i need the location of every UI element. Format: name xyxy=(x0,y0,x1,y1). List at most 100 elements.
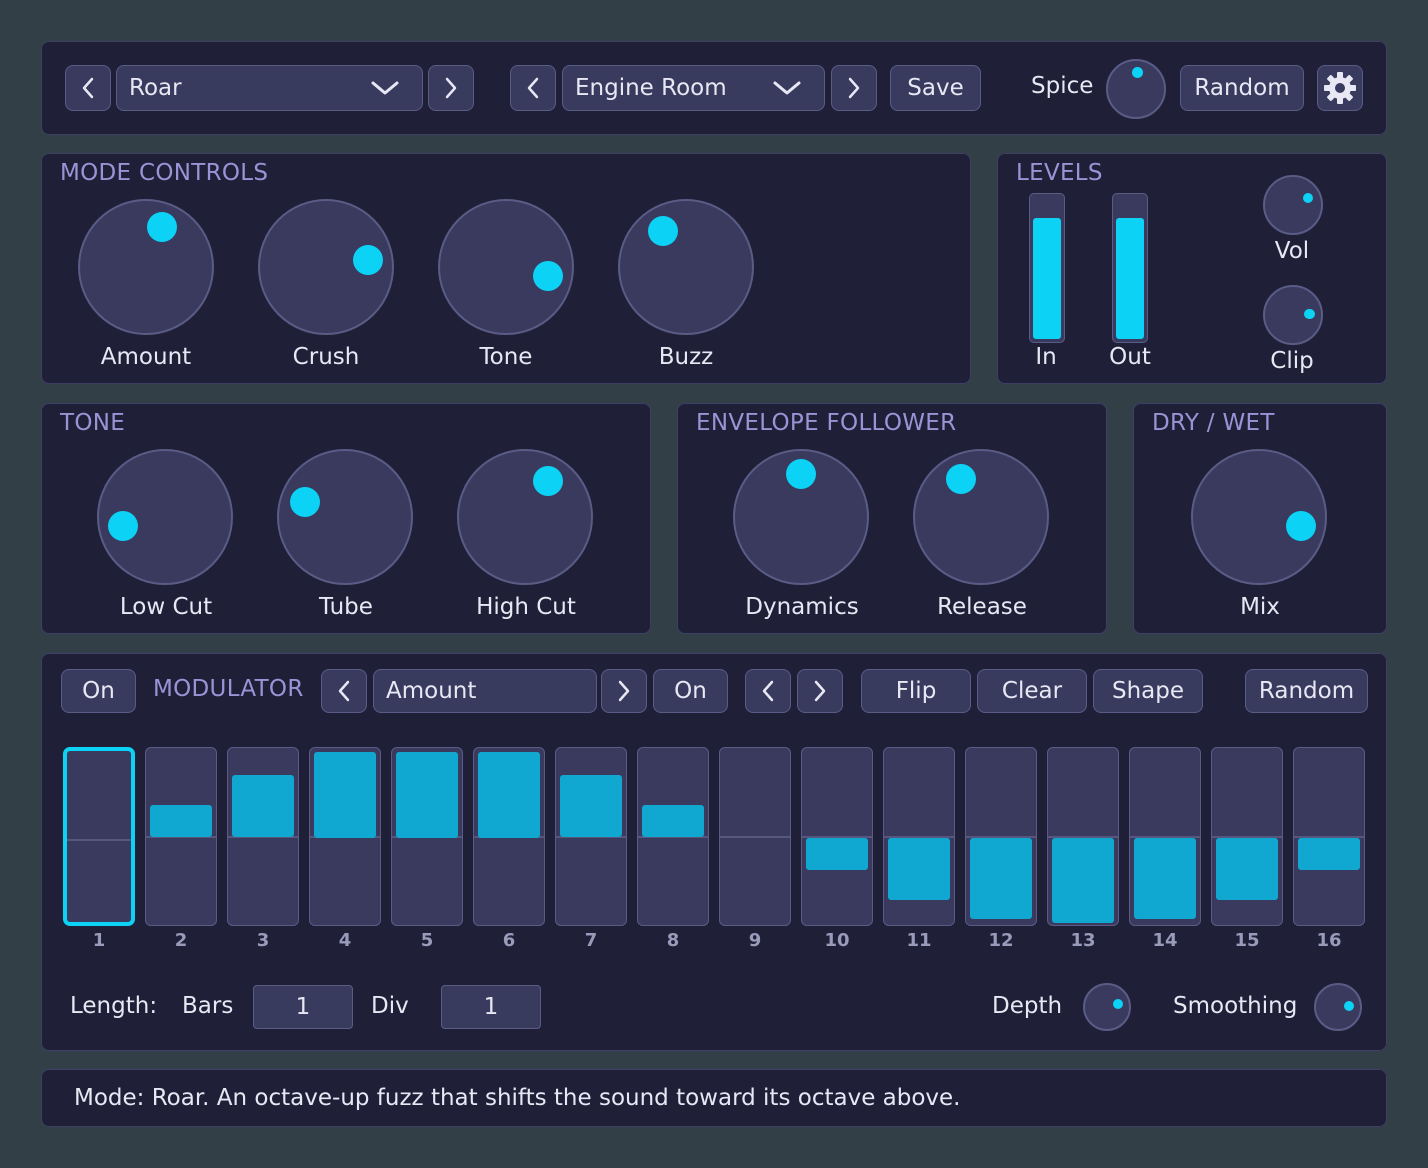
preset-prev-button[interactable] xyxy=(510,65,556,111)
release-knob[interactable] xyxy=(913,449,1049,585)
settings-button[interactable] xyxy=(1317,65,1363,111)
high-cut-label: High Cut xyxy=(476,594,576,620)
tube-knob[interactable] xyxy=(277,449,413,585)
knob-indicator xyxy=(647,215,678,246)
clip-knob[interactable] xyxy=(1263,285,1323,345)
buzz-label: Buzz xyxy=(658,344,714,370)
step-slider-13[interactable] xyxy=(1047,747,1119,926)
chevron-left-icon xyxy=(82,77,94,99)
target-prev-button[interactable] xyxy=(321,669,367,713)
modulator-title: MODULATOR xyxy=(153,676,304,702)
envelope-follower-title: ENVELOPE FOLLOWER xyxy=(696,410,957,436)
target-on-button[interactable]: On xyxy=(653,669,728,713)
low-cut-knob[interactable] xyxy=(97,449,233,585)
input-meter-label: In xyxy=(1035,344,1057,370)
step-number: 7 xyxy=(584,930,598,951)
step-slider-6[interactable] xyxy=(473,747,545,926)
low-cut-label: Low Cut xyxy=(119,594,213,620)
step-slider-15[interactable] xyxy=(1211,747,1283,926)
mode-controls-title: MODE CONTROLS xyxy=(60,160,269,186)
bars-input[interactable]: 1 xyxy=(253,985,353,1029)
chevron-left-icon xyxy=(762,680,774,702)
length-label: Length: xyxy=(70,993,158,1019)
step-bar xyxy=(232,775,294,838)
step-slider-10[interactable] xyxy=(801,747,873,926)
step-slider-3[interactable] xyxy=(227,747,299,926)
amount-knob[interactable] xyxy=(78,199,214,335)
save-button[interactable]: Save xyxy=(890,65,981,111)
knob-indicator xyxy=(1304,308,1315,320)
bars-label: Bars xyxy=(182,993,234,1019)
step-slider-12[interactable] xyxy=(965,747,1037,926)
knob-indicator xyxy=(533,465,564,496)
gear-icon xyxy=(1324,72,1356,104)
pattern-prev-button[interactable] xyxy=(745,669,791,713)
modulation-target-dropdown[interactable]: Amount xyxy=(373,669,597,713)
step-center-line xyxy=(802,836,872,838)
smoothing-knob[interactable] xyxy=(1314,983,1362,1031)
tube-label: Tube xyxy=(319,594,373,620)
step-slider-9[interactable] xyxy=(719,747,791,926)
step-bar xyxy=(970,837,1032,919)
output-level-meter xyxy=(1112,193,1148,343)
step-bar xyxy=(888,837,950,900)
input-level-fill xyxy=(1033,218,1061,339)
preset-dropdown-value: Engine Room xyxy=(575,75,727,101)
step-slider-14[interactable] xyxy=(1129,747,1201,926)
mix-label: Mix xyxy=(1240,594,1280,620)
pattern-next-button[interactable] xyxy=(797,669,843,713)
step-bar xyxy=(560,775,622,838)
random-pattern-button[interactable]: Random xyxy=(1245,669,1368,713)
knob-indicator xyxy=(1343,1001,1354,1012)
mix-knob[interactable] xyxy=(1191,449,1327,585)
spice-knob[interactable] xyxy=(1106,59,1166,119)
chevron-left-icon xyxy=(527,77,539,99)
flip-button[interactable]: Flip xyxy=(861,669,971,713)
step-number: 6 xyxy=(502,930,516,951)
buzz-knob[interactable] xyxy=(618,199,754,335)
mode-dropdown[interactable]: Roar xyxy=(116,65,423,111)
step-slider-8[interactable] xyxy=(637,747,709,926)
mode-next-button[interactable] xyxy=(428,65,474,111)
random-preset-button[interactable]: Random xyxy=(1180,65,1304,111)
preset-dropdown[interactable]: Engine Room xyxy=(562,65,825,111)
dynamics-knob[interactable] xyxy=(733,449,869,585)
knob-indicator xyxy=(532,261,563,292)
step-slider-16[interactable] xyxy=(1293,747,1365,926)
depth-knob[interactable] xyxy=(1083,983,1131,1031)
step-center-line xyxy=(1130,836,1200,838)
target-next-button[interactable] xyxy=(601,669,647,713)
step-center-line xyxy=(67,839,131,841)
step-slider-7[interactable] xyxy=(555,747,627,926)
crush-knob[interactable] xyxy=(258,199,394,335)
status-text: Mode: Roar. An octave-up fuzz that shift… xyxy=(74,1085,961,1111)
step-bar xyxy=(478,752,540,838)
step-slider-1[interactable] xyxy=(63,747,135,926)
step-number: 11 xyxy=(906,930,932,951)
dry-wet-title: DRY / WET xyxy=(1152,410,1275,436)
step-number: 5 xyxy=(420,930,434,951)
modulator-on-button[interactable]: On xyxy=(61,669,136,713)
step-slider-4[interactable] xyxy=(309,747,381,926)
mode-controls-panel: MODE CONTROLS Amount Crush Tone Buzz xyxy=(41,153,971,384)
mode-dropdown-value: Roar xyxy=(129,75,182,101)
step-number: 16 xyxy=(1316,930,1342,951)
shape-button[interactable]: Shape xyxy=(1093,669,1203,713)
mode-prev-button[interactable] xyxy=(65,65,111,111)
chevron-right-icon xyxy=(618,680,630,702)
knob-indicator xyxy=(108,511,139,542)
tone-knob[interactable] xyxy=(438,199,574,335)
step-slider-2[interactable] xyxy=(145,747,217,926)
div-input[interactable]: 1 xyxy=(441,985,541,1029)
vol-knob[interactable] xyxy=(1263,175,1323,235)
high-cut-knob[interactable] xyxy=(457,449,593,585)
knob-indicator xyxy=(146,212,177,243)
step-slider-5[interactable] xyxy=(391,747,463,926)
preset-next-button[interactable] xyxy=(831,65,877,111)
clear-button[interactable]: Clear xyxy=(977,669,1087,713)
step-center-line xyxy=(1048,836,1118,838)
knob-indicator xyxy=(289,487,320,518)
clip-label: Clip xyxy=(1270,348,1314,374)
step-center-line xyxy=(1294,836,1364,838)
step-slider-11[interactable] xyxy=(883,747,955,926)
